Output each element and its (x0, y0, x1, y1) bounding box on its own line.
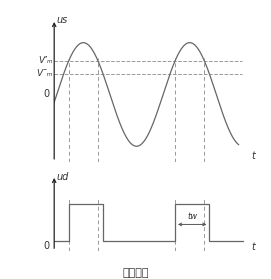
Text: t: t (251, 242, 255, 252)
Text: 波形变换: 波形变换 (122, 268, 149, 278)
Text: ud: ud (56, 172, 68, 182)
Text: V’ₘ: V’ₘ (38, 56, 52, 65)
Text: us: us (56, 15, 67, 25)
Text: V¯ₘ: V¯ₘ (36, 69, 52, 78)
Text: 0: 0 (44, 241, 50, 251)
Text: t: t (251, 151, 255, 161)
Text: tw: tw (187, 212, 197, 221)
Text: 0: 0 (44, 90, 50, 99)
